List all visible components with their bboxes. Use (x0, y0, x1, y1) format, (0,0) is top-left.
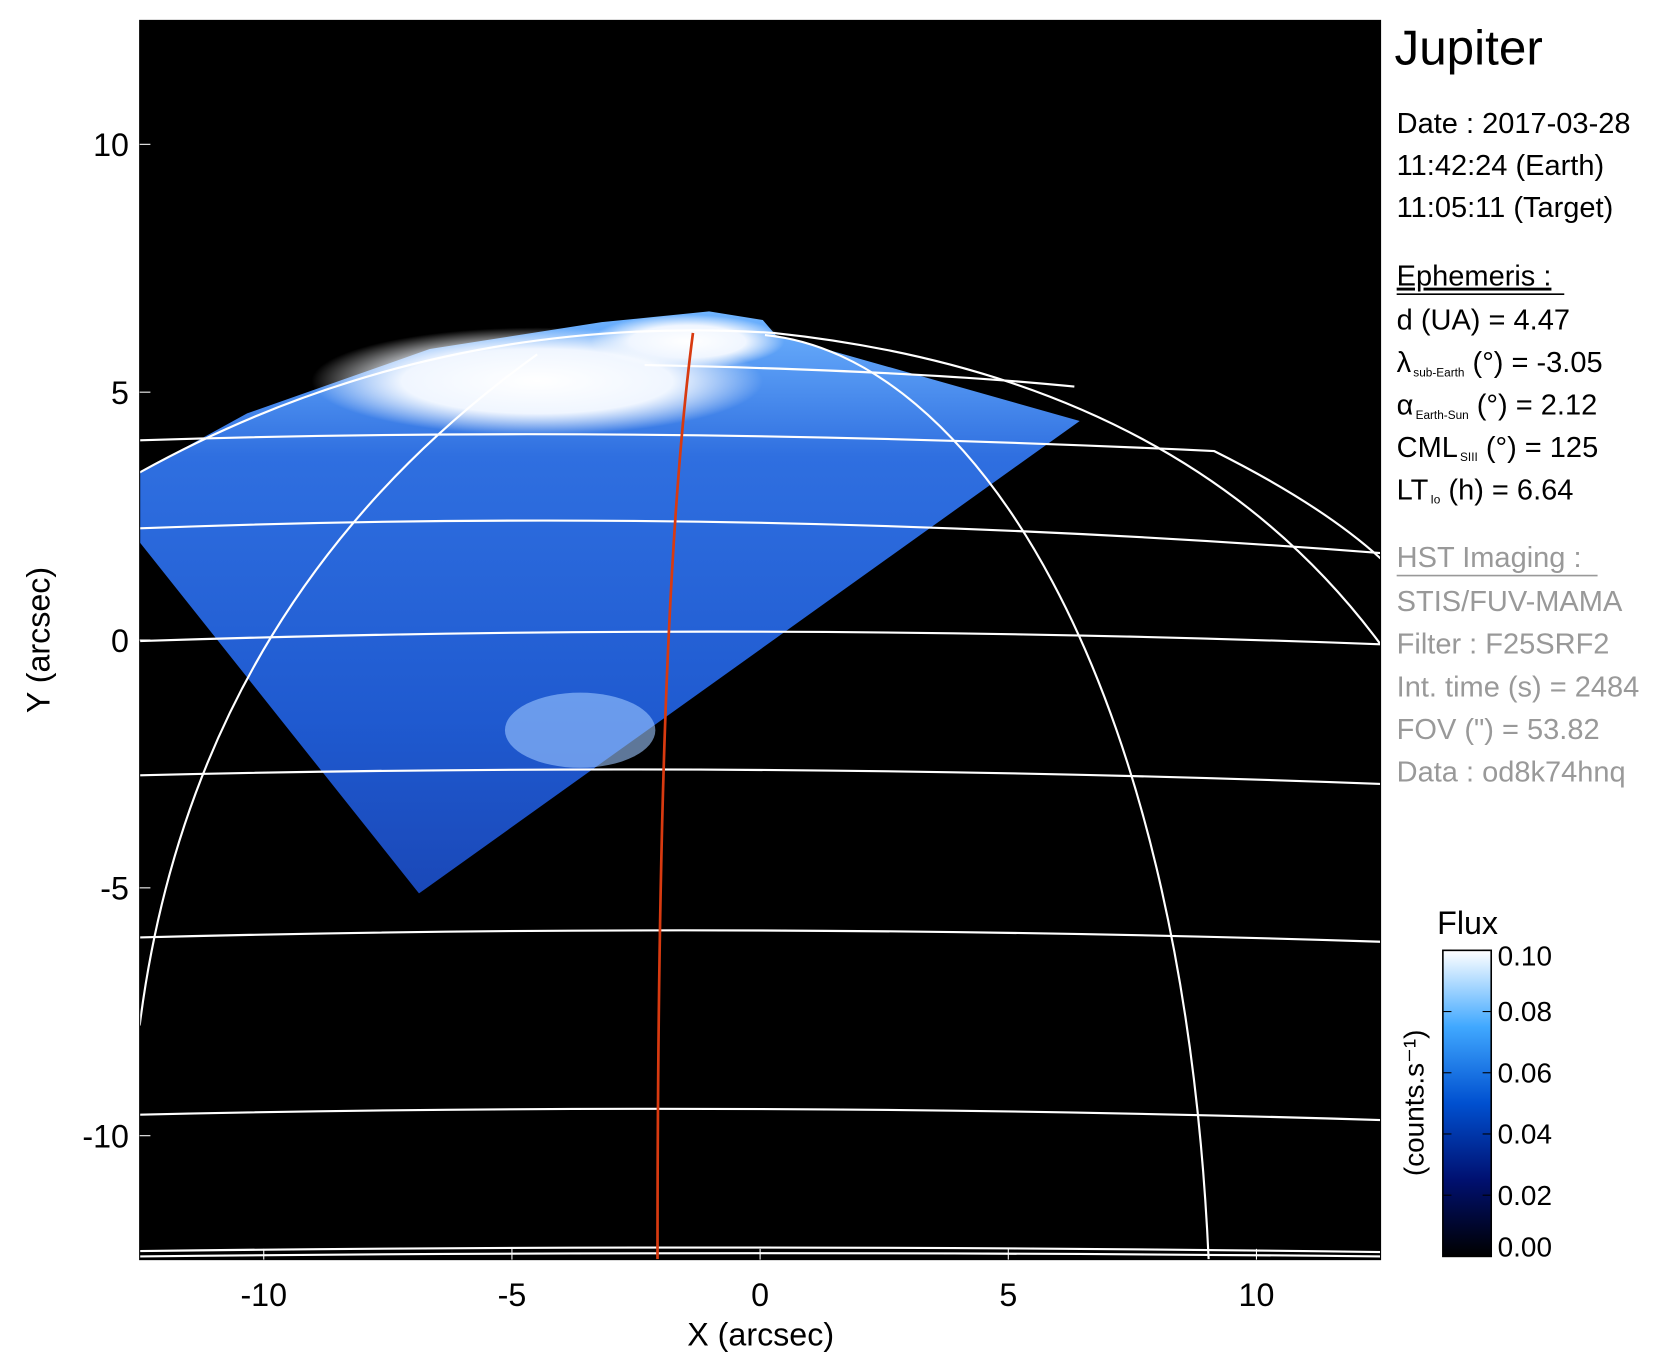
imaging-heading: HST Imaging : (1397, 542, 1582, 574)
info-date: Date : 2017-03-28 (1397, 108, 1631, 140)
x-tick-label: -10 (240, 1277, 287, 1313)
y-tick-label: -10 (82, 1119, 129, 1155)
ephemeris-symbol: LT (1397, 474, 1429, 506)
colorbar-label: (counts.s⁻¹) (1399, 1030, 1430, 1177)
colorbar-tick-label: 0.06 (1498, 1057, 1552, 1088)
colorbar-title: Flux (1437, 905, 1498, 941)
ephemeris-heading: Ephemeris : (1397, 261, 1552, 293)
ephemeris-line: d (UA) = 4.47 (1397, 305, 1570, 337)
imaging-line: STIS/FUV-MAMA (1397, 586, 1623, 618)
imaging-line: FOV (") = 53.82 (1397, 714, 1600, 746)
imaging-line: Data : od8k74hnq (1397, 757, 1626, 789)
ephemeris-text: (°) = 125 (1478, 432, 1598, 464)
info-date: 11:42:24 (Earth) (1397, 150, 1604, 182)
info-title: Jupiter (1395, 20, 1543, 75)
ephemeris-line: λ sub-Earth (°) = -3.05 (1397, 347, 1603, 379)
colorbar-tick-label: 0.02 (1498, 1180, 1552, 1211)
imaging-line: Filter : F25SRF2 (1397, 629, 1610, 661)
ephemeris-subscript: sub-Earth (1413, 365, 1464, 379)
x-tick-label: -5 (498, 1277, 527, 1313)
ephemeris-line: LT Io (h) = 6.64 (1397, 474, 1574, 506)
colorbar-tick-label: 0.04 (1498, 1119, 1552, 1150)
x-axis-label: X (arcsec) (687, 1317, 834, 1353)
ephemeris-subscript: SIII (1460, 450, 1478, 464)
aurora-patch (504, 692, 656, 768)
ephemeris-symbol: CML (1397, 432, 1458, 464)
ephemeris-subscript: Io (1431, 493, 1441, 507)
ephemeris-text: (°) = 2.12 (1469, 390, 1597, 422)
colorbar-tick-label: 0.08 (1498, 996, 1552, 1027)
imaging-line: Int. time (s) = 2484 (1397, 671, 1640, 703)
x-tick-label: 10 (1239, 1277, 1275, 1313)
ephemeris-symbol: α (1397, 390, 1414, 422)
ephemeris-text: (h) = 6.64 (1440, 474, 1573, 506)
x-tick-label: 0 (751, 1277, 769, 1313)
colorbar-tick-label: 0.00 (1498, 1231, 1552, 1262)
colorbar (1442, 949, 1493, 1258)
y-axis-label: Y (arcsec) (20, 567, 56, 713)
y-tick-label: 0 (111, 623, 129, 659)
y-tick-label: 10 (93, 127, 129, 163)
planet-grid (139, 329, 1381, 1260)
meridian (656, 332, 695, 1260)
ephemeris-line: α Earth-Sun (°) = 2.12 (1397, 390, 1598, 422)
y-tick-label: -5 (100, 871, 129, 907)
ephemeris-symbol: λ (1397, 347, 1412, 379)
aurora-region (139, 311, 1080, 894)
ephemeris-symbol: d (UA) = 4.47 (1397, 305, 1570, 337)
image (139, 20, 1381, 1260)
y-tick-label: 5 (111, 375, 129, 411)
colorbar-tick-label: 0.10 (1498, 940, 1552, 971)
aurora-oval (590, 314, 785, 369)
ephemeris-text: (°) = -3.05 (1464, 347, 1602, 379)
ephemeris-line: CML SIII (°) = 125 (1397, 432, 1599, 464)
x-tick-label: 5 (999, 1277, 1017, 1313)
info-date: 11:05:11 (Target) (1397, 192, 1614, 224)
ephemeris-subscript: Earth-Sun (1416, 408, 1469, 422)
